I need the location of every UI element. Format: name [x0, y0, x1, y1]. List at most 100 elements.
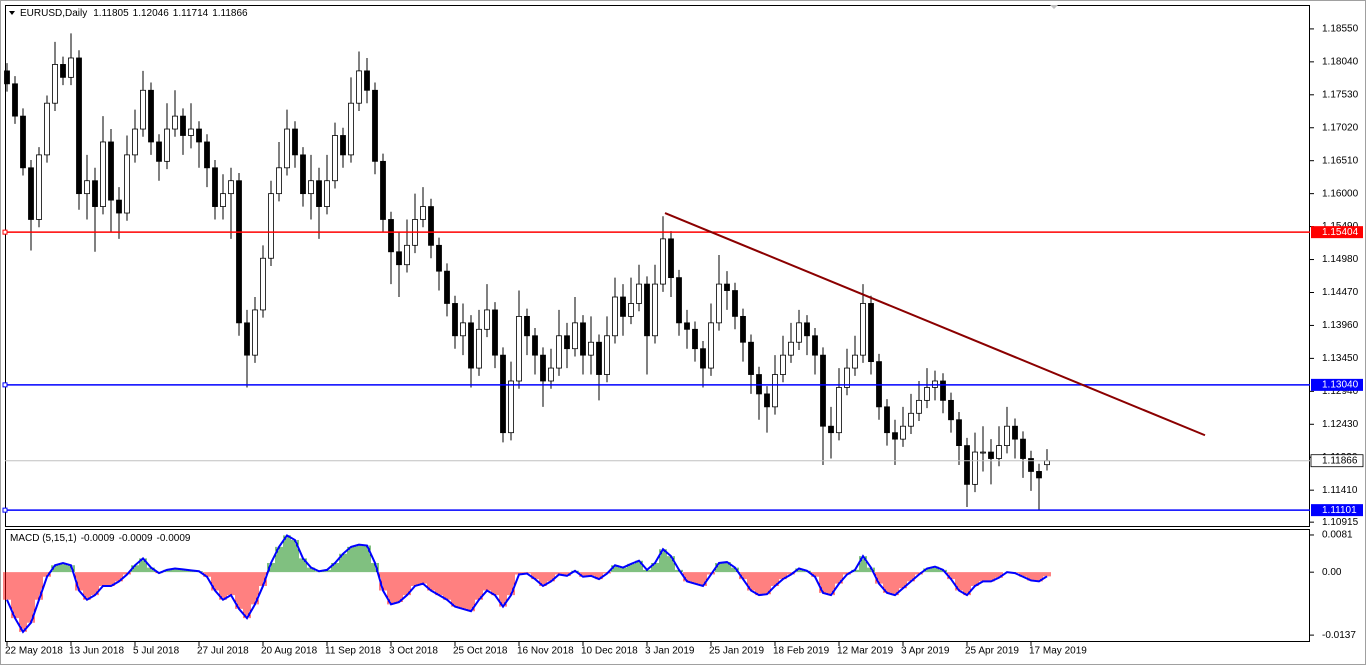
y-tick-label: 1.14980 [1322, 254, 1359, 265]
y-tick-label: 1.17530 [1322, 89, 1359, 100]
level-label: 1.13040 [1322, 380, 1359, 391]
candle-body [828, 425, 834, 434]
candle-body [140, 89, 146, 130]
candle-body [12, 83, 18, 117]
x-tick-label: 3 Jan 2019 [645, 646, 695, 657]
candle-body [196, 128, 202, 143]
candle-body [796, 322, 802, 343]
candle-body [564, 335, 570, 350]
candle-body [700, 348, 706, 369]
open-price: 1.11805 [93, 8, 129, 19]
candle-body [788, 341, 794, 356]
candle-body [460, 322, 466, 337]
candle-body [524, 315, 530, 337]
candle-body [812, 335, 818, 356]
candle-body [644, 283, 650, 337]
x-tick-label: 12 Mar 2019 [837, 646, 894, 657]
symbol: EURUSD,Daily [20, 8, 87, 19]
candle-body [580, 322, 586, 356]
candle-body [708, 322, 714, 369]
candle-body [868, 303, 874, 363]
y-tick-label: 1.14470 [1322, 287, 1359, 298]
macd-panel [5, 529, 1310, 642]
candle-body [476, 328, 482, 369]
macd-hist: -0.0009 [157, 533, 191, 544]
x-tick-label: 16 Nov 2018 [517, 646, 574, 657]
candle-body [532, 335, 538, 356]
candle-body [300, 154, 306, 195]
scroll-marker [1050, 5, 1058, 9]
candle-body [84, 180, 90, 195]
macd-title: MACD (5,15,1) [10, 533, 77, 544]
candle-body [860, 303, 866, 356]
level-label: 1.15404 [1322, 227, 1359, 238]
candle-body [124, 154, 130, 214]
candle-body [116, 199, 122, 214]
candle-body [1036, 471, 1042, 479]
candle-body [236, 180, 242, 324]
menu-arrow[interactable] [9, 11, 15, 15]
candle-body [940, 380, 946, 401]
candle-body [212, 167, 218, 207]
candle-body [316, 180, 322, 207]
candle-body [156, 141, 162, 162]
candle-body [268, 193, 274, 259]
candle-body [964, 445, 970, 485]
x-tick-label: 5 Jul 2018 [133, 646, 180, 657]
candle-body [660, 238, 666, 285]
macd-main: -0.0009 [81, 533, 115, 544]
level-label-box [1311, 226, 1363, 239]
candle-body [908, 412, 914, 427]
candle-body [1004, 425, 1010, 446]
x-tick-label: 25 Jan 2019 [709, 646, 764, 657]
candle-body [972, 451, 978, 485]
candle-body [500, 354, 506, 434]
x-tick-label: 10 Dec 2018 [581, 646, 638, 657]
candle-body [924, 387, 930, 401]
x-tick-label: 20 Aug 2018 [261, 646, 318, 657]
candle-body [420, 206, 426, 220]
candle-body [252, 309, 258, 356]
candle-body [20, 115, 26, 169]
current-price-box [1310, 454, 1364, 468]
candle-body [548, 367, 554, 382]
chart-header: EURUSD,Daily 1.11805 1.12046 1.11714 1.11866 [20, 8, 248, 19]
candle-body [668, 238, 674, 279]
candle-body [684, 322, 690, 330]
macd-y-tick-label: 0.00 [1322, 567, 1342, 578]
candle-body [956, 419, 962, 446]
level-handle [2, 382, 8, 388]
candle-body [836, 387, 842, 434]
candle-body [732, 290, 738, 317]
candle-body [636, 283, 642, 304]
candle-body [396, 251, 402, 266]
candle-body [36, 154, 42, 220]
x-tick-label: 18 Feb 2019 [773, 646, 830, 657]
candle-body [892, 432, 898, 440]
candle-body [276, 167, 282, 195]
candle-body [588, 341, 594, 356]
high-price: 1.12046 [133, 8, 170, 19]
candle-body [228, 180, 234, 195]
candle-body [772, 374, 778, 408]
candle-body [4, 70, 10, 85]
candle-body [348, 102, 354, 156]
candle-body [740, 315, 746, 343]
y-tick-label: 1.16000 [1322, 188, 1359, 199]
candle-body [220, 193, 226, 207]
low-price: 1.11714 [173, 8, 209, 19]
x-tick-label: 17 May 2019 [1029, 646, 1087, 657]
candle-body [820, 354, 826, 427]
candle-body [884, 406, 890, 434]
candle-body [404, 244, 410, 266]
candle-body [652, 283, 658, 337]
candle-body [188, 128, 194, 136]
x-tick-label: 3 Oct 2018 [389, 646, 438, 657]
candle-body [628, 303, 634, 317]
candle-body [292, 128, 298, 156]
candle-body [516, 315, 522, 382]
candle-body [428, 206, 434, 246]
candle-body [364, 70, 370, 91]
y-tick-label: 1.11410 [1322, 485, 1358, 496]
candle-body [948, 399, 954, 421]
